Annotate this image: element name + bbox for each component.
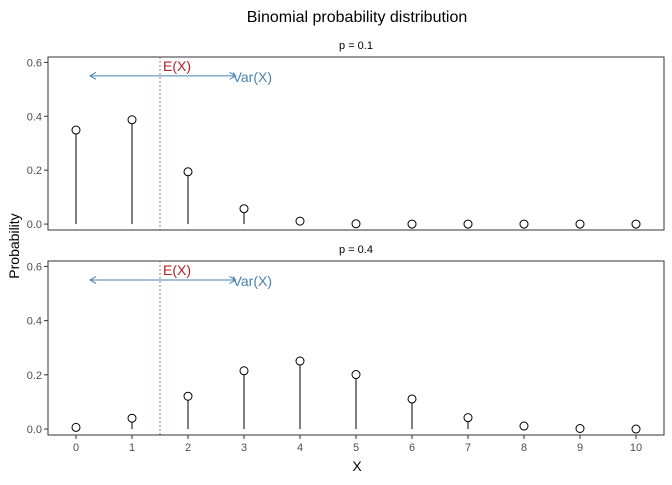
variance-arrow-right-head xyxy=(229,276,237,284)
y-tick-label: 0.0 xyxy=(27,219,42,231)
x-tick-label: 8 xyxy=(521,442,527,454)
data-point xyxy=(519,219,529,229)
data-point xyxy=(407,219,417,229)
x-tick-label: 6 xyxy=(409,442,415,454)
data-point xyxy=(71,125,81,135)
data-point xyxy=(295,356,305,366)
variance-arrow-right-head xyxy=(229,71,237,80)
data-point xyxy=(351,219,361,229)
data-point xyxy=(407,394,417,404)
y-tick-label: 0.6 xyxy=(27,261,42,273)
y-tick-label: 0.0 xyxy=(27,424,42,436)
chart-title: Binomial probability distribution xyxy=(247,9,468,26)
x-axis: 0 1 2 3 4 5 6 7 8 9 10 xyxy=(73,435,642,454)
y-tick-label: 0.4 xyxy=(27,316,42,328)
y-tick-label: 0.2 xyxy=(27,370,42,382)
data-point xyxy=(351,370,361,380)
data-point xyxy=(631,424,641,434)
data-point xyxy=(127,413,137,423)
x-tick-label: 3 xyxy=(241,442,247,454)
facet-panels: p = 0.1 0.0 0.2 0.4 0.6 E(X) Var(X) p = 0.4 0.0 0… xyxy=(27,40,665,454)
data-point xyxy=(239,366,249,376)
y-axis-label: Probability xyxy=(6,213,22,278)
x-tick-label: 1 xyxy=(129,442,135,454)
data-point xyxy=(183,391,193,401)
x-tick-label: 5 xyxy=(353,442,359,454)
x-tick-label: 2 xyxy=(185,442,191,454)
x-axis-label: X xyxy=(352,458,362,474)
x-tick-label: 0 xyxy=(73,442,79,454)
variance-arrow-left-head xyxy=(89,71,97,80)
data-point xyxy=(575,423,585,433)
x-tick-label: 7 xyxy=(465,442,471,454)
mean-label: E(X) xyxy=(163,58,191,74)
data-point xyxy=(295,216,305,226)
panel-border xyxy=(47,56,665,231)
data-point xyxy=(631,219,641,229)
variance-label: Var(X) xyxy=(233,69,272,85)
variance-label: Var(X) xyxy=(233,273,272,289)
mean-label: E(X) xyxy=(163,262,191,278)
data-point xyxy=(183,167,193,177)
strip-label: p = 0.4 xyxy=(339,244,373,256)
panel-1: p = 0.1 0.0 0.2 0.4 0.6 E(X) Var(X) xyxy=(27,40,665,231)
strip-label: p = 0.1 xyxy=(339,40,373,52)
data-point xyxy=(127,115,137,125)
x-tick-label: 4 xyxy=(297,442,303,454)
data-point xyxy=(463,413,473,423)
x-tick-label: 10 xyxy=(630,442,642,454)
variance-arrow-left-head xyxy=(89,276,97,284)
y-tick-label: 0.6 xyxy=(27,57,42,69)
data-point xyxy=(575,219,585,229)
data-point xyxy=(519,421,529,431)
y-tick-label: 0.4 xyxy=(27,111,42,123)
data-point xyxy=(239,204,249,214)
x-tick-label: 9 xyxy=(577,442,583,454)
panel-2: p = 0.4 0.0 0.2 0.4 0.6 E(X) Var(X) xyxy=(27,244,665,436)
data-point xyxy=(71,422,81,432)
data-point xyxy=(463,219,473,229)
y-tick-label: 0.2 xyxy=(27,165,42,177)
